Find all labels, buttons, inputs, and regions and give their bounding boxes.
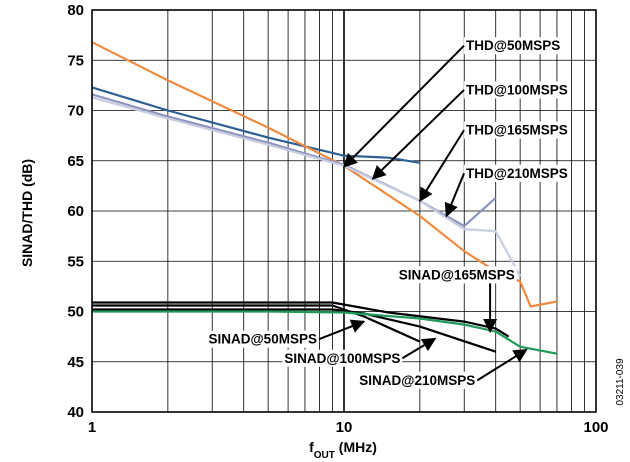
annotation-label-background bbox=[206, 330, 319, 348]
y-tick-label: 45 bbox=[67, 354, 84, 371]
annotations: THD@50MSPS THD@100MSPS THD@165MSPS THD@210M… bbox=[206, 37, 570, 389]
annotation-label-thd-100msps: THD@100MSPS bbox=[466, 82, 568, 97]
series-line-sinad-100msps bbox=[92, 308, 497, 353]
x-tick-label: 1 bbox=[88, 419, 96, 436]
annotation-arrow bbox=[343, 44, 465, 168]
series-line-thd-100msps bbox=[91, 41, 558, 308]
annotation-arrow bbox=[444, 172, 465, 218]
plot-area-border bbox=[91, 9, 597, 413]
y-tick-label: 40 bbox=[67, 404, 84, 421]
annotation-label-thd-210msps: THD@210MSPS bbox=[466, 166, 568, 181]
series-line-sinad-50msps bbox=[92, 304, 421, 343]
y-tick-label: 65 bbox=[67, 153, 84, 170]
annotation-label-background bbox=[464, 81, 570, 99]
x-axis-label-main: f bbox=[309, 439, 314, 455]
x-axis-label: fOUT (MHz) bbox=[309, 439, 377, 461]
annotation-label-background bbox=[464, 164, 570, 182]
y-axis-label: SINAD/THD (dB) bbox=[19, 159, 35, 267]
annotation-label-sinad-165msps: SINAD@165MSPS bbox=[399, 267, 515, 282]
annotation-arrow bbox=[401, 337, 437, 360]
annotation-arrow bbox=[476, 348, 528, 382]
annotation-label-sinad-100msps: SINAD@100MSPS bbox=[284, 351, 400, 366]
annotation-arrow bbox=[318, 319, 366, 341]
series-line-sinad-210msps bbox=[92, 310, 558, 355]
annotation-label-background bbox=[357, 371, 478, 389]
y-tick-label: 50 bbox=[67, 304, 84, 321]
series-line-thd-50msps bbox=[91, 86, 421, 164]
annotation-label-sinad-50msps: SINAD@50MSPS bbox=[209, 332, 317, 347]
annotation-label-background bbox=[396, 266, 517, 284]
y-tick-label: 55 bbox=[67, 253, 84, 270]
annotation-label-background bbox=[464, 37, 563, 55]
plot-frame bbox=[91, 9, 597, 413]
x-tick-label: 10 bbox=[336, 419, 353, 436]
annotation-arrow bbox=[419, 129, 465, 203]
y-tick-label: 70 bbox=[67, 103, 84, 120]
annotation-label-background bbox=[282, 349, 403, 367]
annotation-arrow bbox=[371, 89, 465, 180]
x-axis-label-rest: (MHz) bbox=[335, 439, 377, 455]
x-tick-label: 100 bbox=[583, 419, 608, 436]
figure-id: 03211-039 bbox=[615, 358, 626, 406]
x-axis-label-sub: OUT bbox=[314, 450, 335, 461]
annotation-label-thd-165msps: THD@165MSPS bbox=[466, 123, 568, 138]
annotation-label-sinad-210msps: SINAD@210MSPS bbox=[359, 373, 475, 388]
y-tick-label: 75 bbox=[67, 52, 84, 69]
annotation-label-thd-50msps: THD@50MSPS bbox=[466, 38, 560, 53]
y-tick-label: 60 bbox=[67, 203, 84, 220]
annotation-label-background bbox=[464, 121, 570, 139]
y-tick-label: 80 bbox=[67, 2, 84, 19]
series-line-thd-210msps bbox=[91, 96, 522, 277]
tick-labels: 40 45 50 55 60 65 70 75 80 1 10 100 bbox=[67, 2, 608, 436]
